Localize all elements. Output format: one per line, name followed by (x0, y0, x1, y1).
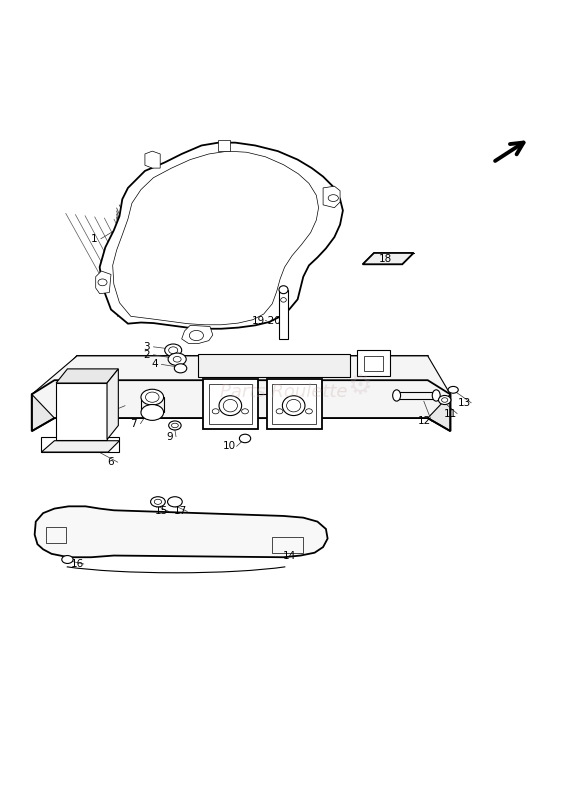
Ellipse shape (154, 499, 162, 504)
Ellipse shape (168, 497, 182, 507)
Ellipse shape (168, 421, 181, 430)
Polygon shape (145, 151, 160, 168)
Polygon shape (56, 383, 107, 439)
Ellipse shape (276, 409, 283, 414)
Text: 8: 8 (94, 412, 100, 422)
Ellipse shape (448, 386, 458, 394)
Polygon shape (203, 378, 258, 430)
Polygon shape (428, 380, 450, 431)
Ellipse shape (168, 347, 177, 354)
Polygon shape (218, 140, 230, 151)
Text: 12: 12 (418, 417, 431, 426)
Text: 10: 10 (223, 442, 236, 451)
Text: 15: 15 (155, 506, 168, 517)
Polygon shape (54, 380, 428, 418)
Polygon shape (323, 186, 340, 208)
Ellipse shape (141, 405, 164, 420)
Ellipse shape (165, 344, 181, 357)
Ellipse shape (173, 357, 181, 362)
Ellipse shape (146, 392, 159, 402)
Polygon shape (100, 142, 343, 329)
Polygon shape (32, 356, 450, 418)
Polygon shape (181, 326, 213, 343)
Polygon shape (266, 378, 322, 430)
Text: 4: 4 (151, 359, 158, 370)
Polygon shape (41, 437, 120, 452)
Ellipse shape (328, 194, 338, 202)
Polygon shape (56, 369, 119, 383)
Polygon shape (363, 253, 413, 264)
Polygon shape (54, 356, 428, 380)
Text: 9: 9 (166, 432, 172, 442)
Ellipse shape (189, 330, 204, 341)
Text: 3: 3 (143, 342, 150, 352)
Polygon shape (107, 369, 119, 439)
Polygon shape (279, 290, 288, 339)
Text: 18: 18 (379, 254, 392, 263)
Text: 14: 14 (282, 550, 296, 561)
Text: 16: 16 (70, 559, 84, 569)
Text: 6: 6 (108, 458, 115, 467)
Ellipse shape (168, 353, 186, 366)
Text: ⚙: ⚙ (348, 372, 373, 400)
Text: 17: 17 (174, 506, 187, 517)
Ellipse shape (432, 390, 440, 401)
Ellipse shape (279, 286, 288, 294)
Text: 1: 1 (91, 234, 98, 244)
Text: 2: 2 (143, 350, 150, 360)
Text: 5: 5 (85, 413, 92, 423)
Text: Parts Roulette: Parts Roulette (220, 382, 347, 401)
Polygon shape (96, 271, 111, 294)
Ellipse shape (174, 364, 187, 373)
Ellipse shape (306, 409, 312, 414)
Ellipse shape (62, 555, 73, 563)
Text: 19·20: 19·20 (252, 316, 281, 326)
Ellipse shape (393, 390, 400, 401)
Ellipse shape (438, 395, 451, 405)
Ellipse shape (281, 298, 286, 302)
Ellipse shape (212, 409, 219, 414)
Ellipse shape (242, 409, 248, 414)
Ellipse shape (442, 398, 448, 402)
Ellipse shape (171, 423, 178, 428)
Polygon shape (357, 350, 390, 376)
Polygon shape (41, 441, 120, 452)
Ellipse shape (151, 497, 166, 507)
Ellipse shape (141, 390, 164, 405)
Ellipse shape (239, 434, 251, 442)
Polygon shape (197, 354, 350, 378)
Text: 7: 7 (130, 418, 137, 429)
Polygon shape (32, 380, 54, 431)
Polygon shape (35, 506, 328, 558)
Text: 13: 13 (458, 398, 471, 408)
Ellipse shape (98, 279, 107, 286)
Text: 11: 11 (444, 409, 457, 418)
